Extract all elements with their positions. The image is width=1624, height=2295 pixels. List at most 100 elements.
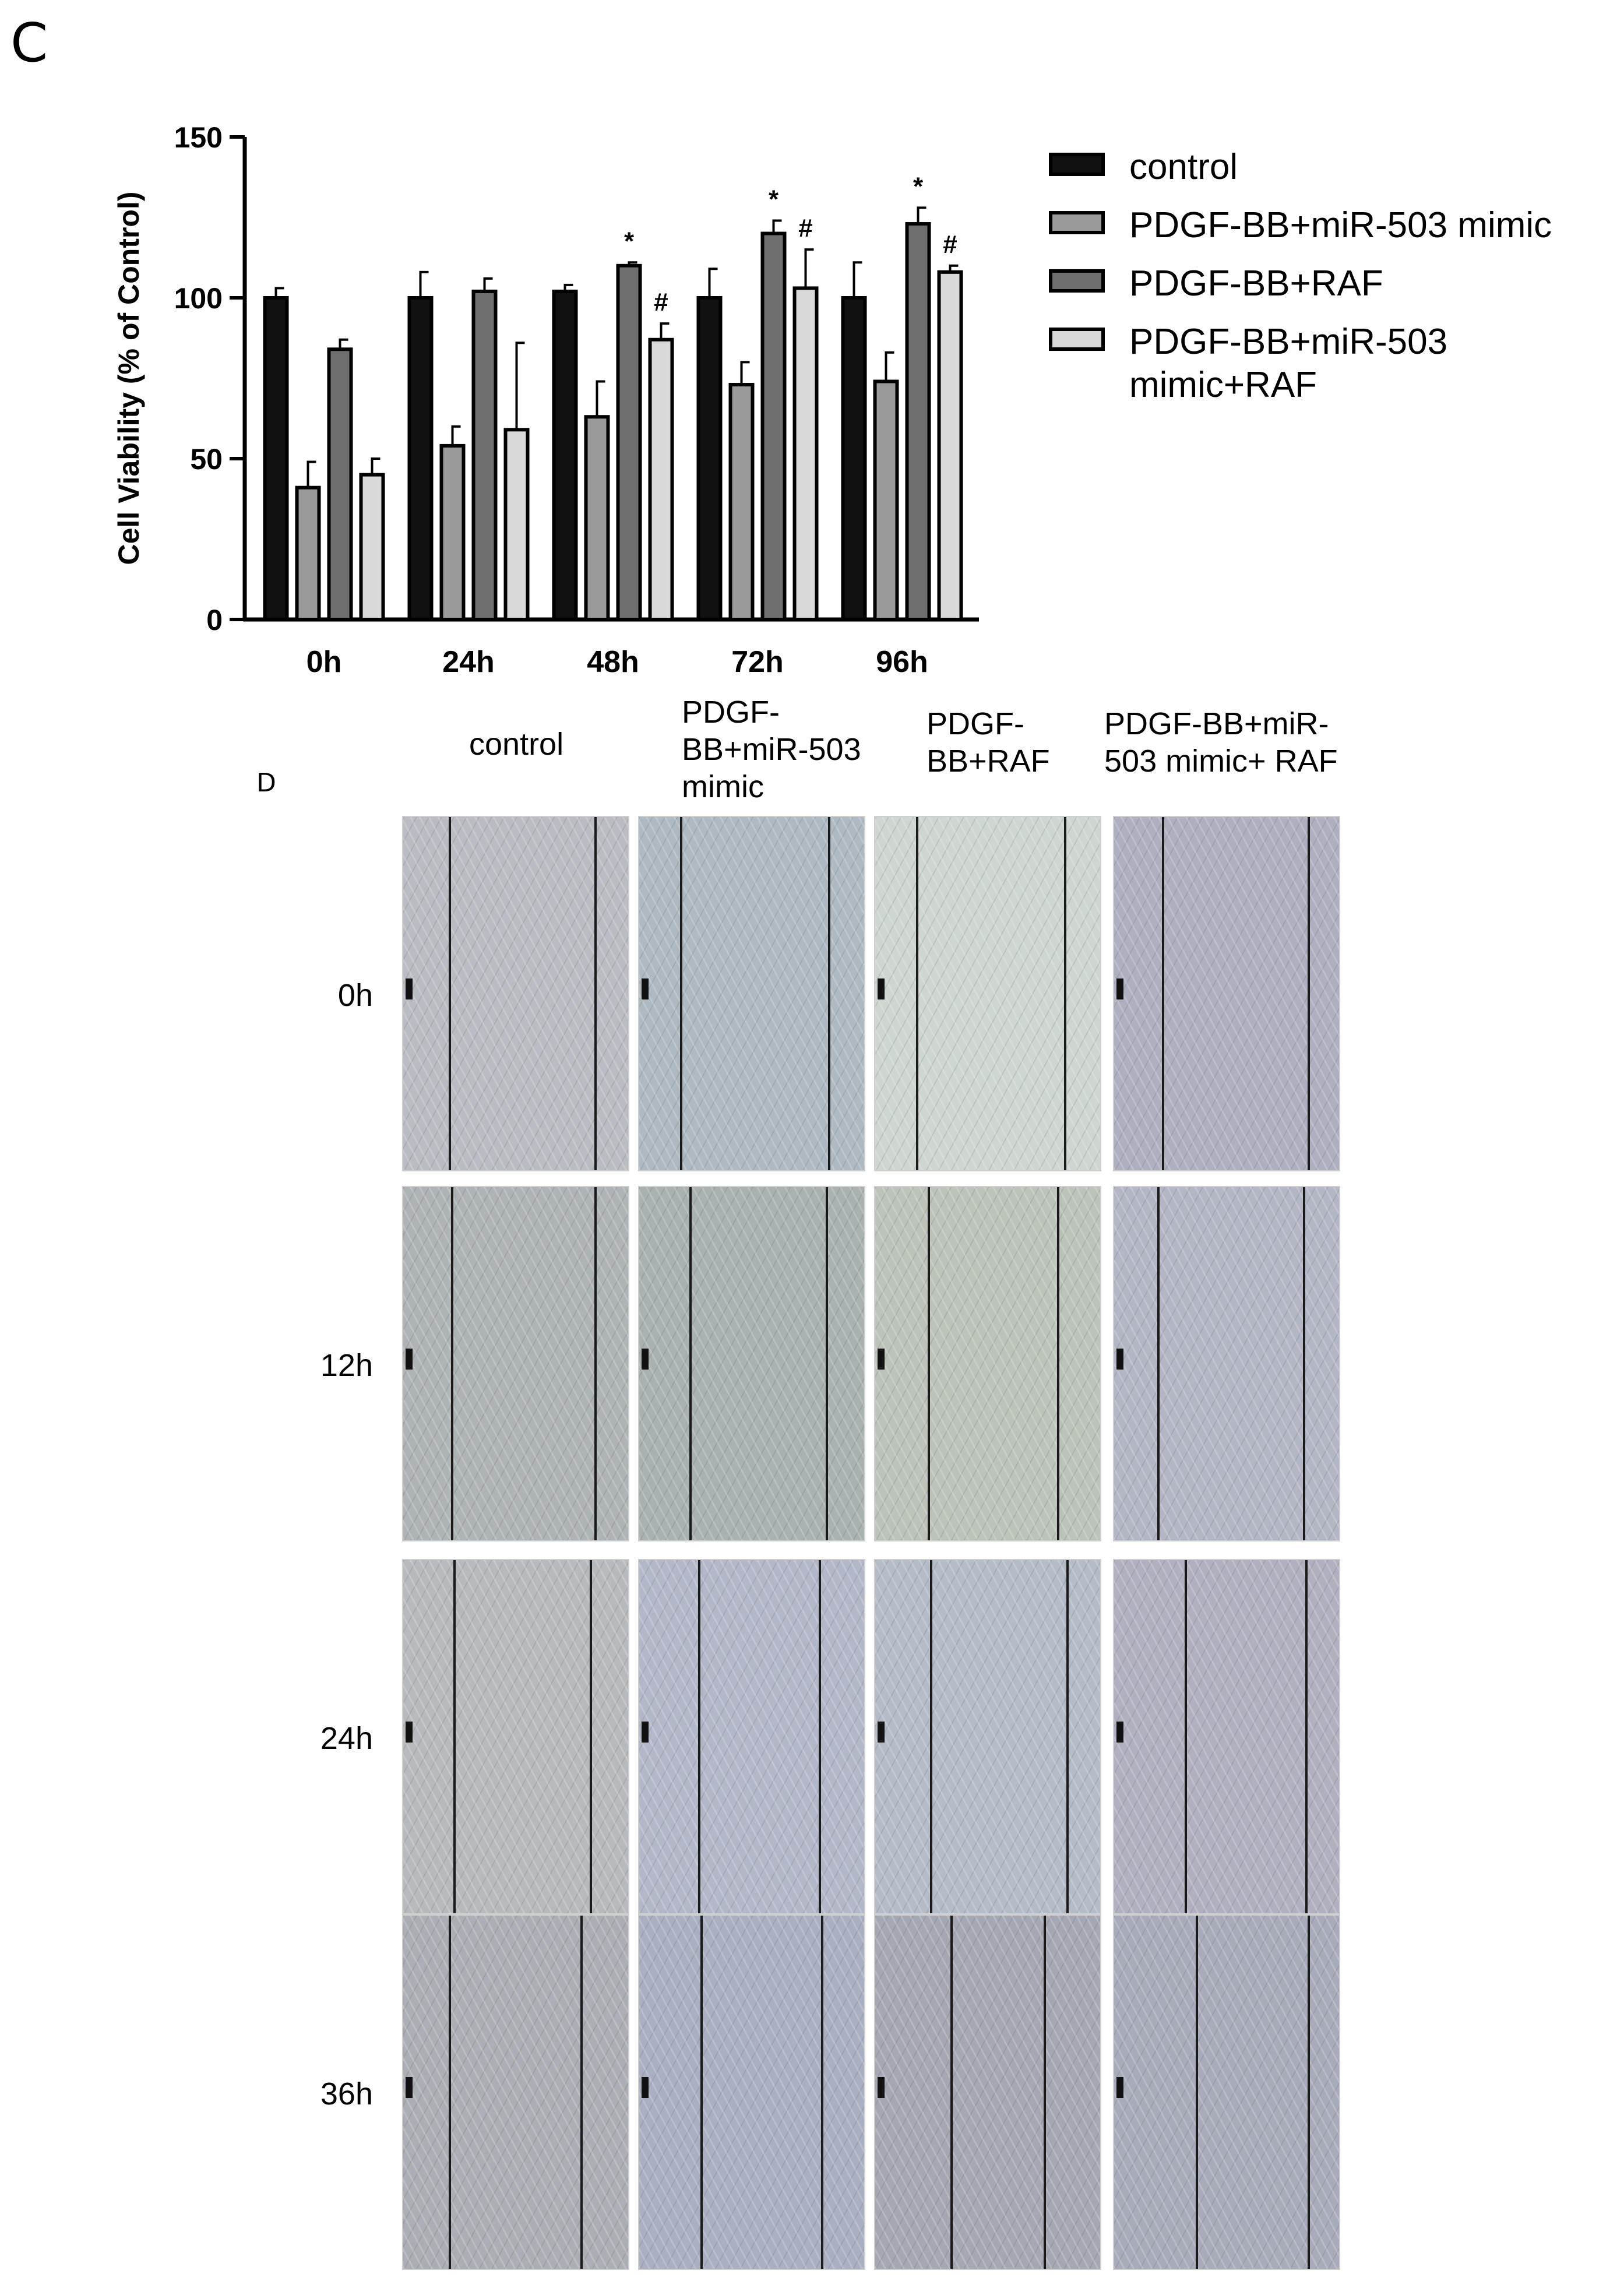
significance-marker: # <box>798 214 812 242</box>
column-header: control <box>469 727 564 762</box>
x-tick-label: 48h <box>587 645 639 679</box>
y-tick-label: 0 <box>206 604 223 636</box>
scratch-assay-image <box>1113 816 1340 1171</box>
scale-mark <box>878 1722 885 1743</box>
wound-edge-line <box>1184 1560 1187 1913</box>
bar <box>760 231 787 622</box>
scratch-assay-image <box>638 1914 865 2270</box>
scale-mark <box>406 1349 413 1370</box>
row-label: 12h <box>320 1348 373 1383</box>
wound-edge-line <box>450 1187 453 1540</box>
column-header: PDGF- BB+miR-503 mimic <box>682 695 861 804</box>
y-tick-label: 150 <box>174 121 223 154</box>
scratch-assay-image <box>402 816 629 1171</box>
scale-mark <box>1116 1722 1123 1743</box>
scale-mark <box>406 1722 413 1743</box>
wound-edge-line <box>821 1916 823 2269</box>
wound-edge-line <box>689 1187 692 1540</box>
scratch-assay-image <box>638 816 865 1171</box>
bar <box>327 347 353 621</box>
legend-item: control <box>1049 146 1620 189</box>
wound-edge-line <box>449 817 451 1170</box>
bar <box>439 443 466 621</box>
legend-item: PDGF-BB+miR-503 mimic <box>1049 204 1620 247</box>
wound-edge-line <box>453 1560 456 1913</box>
scale-mark <box>642 2077 649 2098</box>
legend-label: PDGF-BB+RAF <box>1129 263 1383 304</box>
bar <box>407 296 434 621</box>
bar <box>937 270 963 621</box>
scale-mark <box>878 2077 885 2098</box>
significance-marker: * <box>624 227 635 255</box>
wound-edge-line <box>916 817 919 1170</box>
scratch-assay-image <box>402 1914 629 2270</box>
scratch-assay-image <box>638 1559 865 1914</box>
wound-edge-line <box>698 1560 701 1913</box>
bar-chart: 0 50 100 150 Cell Viability (% of Control) 0h… <box>112 121 979 679</box>
bar <box>905 222 931 622</box>
wound-edge-line <box>1057 1187 1059 1540</box>
y-axis-label: Cell Viability (% of Control) <box>112 192 145 565</box>
scale-mark <box>878 978 885 999</box>
scale-mark <box>642 978 649 999</box>
bar <box>728 383 755 621</box>
bar <box>584 415 610 621</box>
scale-mark <box>1116 1349 1123 1370</box>
wound-edge-line <box>1302 1187 1305 1540</box>
legend-swatch <box>1049 153 1105 176</box>
bar <box>648 337 674 621</box>
wound-edge-line <box>580 1916 583 2269</box>
scale-mark <box>406 978 413 999</box>
bar <box>616 263 642 621</box>
significance-marker: # <box>943 230 957 259</box>
legend-item: PDGF-BB+RAF <box>1049 262 1620 305</box>
wound-edge-line <box>827 817 830 1170</box>
wound-edge-line <box>1043 1916 1046 2269</box>
row-label: 0h <box>337 978 373 1013</box>
bar <box>873 379 899 622</box>
column-header: PDGF- BB+RAF <box>927 706 1050 779</box>
y-tick-label: 100 <box>174 282 223 315</box>
scale-mark <box>642 1349 649 1370</box>
bar <box>263 296 289 621</box>
legend-swatch <box>1049 211 1105 234</box>
wound-edge-line <box>950 1916 953 2269</box>
wound-edge-line <box>589 1560 592 1913</box>
scratch-assay-image <box>1113 1186 1340 1541</box>
x-tick-label: 0h <box>307 645 342 679</box>
x-tick-label: 96h <box>876 645 928 679</box>
scratch-assay-image <box>874 816 1101 1171</box>
bar <box>359 473 385 621</box>
scale-mark <box>642 1722 649 1743</box>
legend-label: PDGF-BB+miR-503 mimic+RAF <box>1129 322 1448 405</box>
wound-edge-line <box>1196 1916 1199 2269</box>
significance-marker: * <box>769 185 779 214</box>
row-label: 36h <box>320 2076 373 2111</box>
wound-edge-line <box>1305 1560 1308 1913</box>
wound-edge-line <box>1161 817 1164 1170</box>
bar <box>552 289 578 621</box>
chart-legend: control PDGF-BB+miR-503 mimic PDGF-BB+RAF P… <box>1049 146 1620 422</box>
wound-edge-line <box>700 1916 703 2269</box>
bar <box>295 485 321 621</box>
wound-edge-line <box>594 1187 597 1540</box>
y-tick-label: 50 <box>190 443 223 476</box>
bar <box>471 289 498 621</box>
significance-marker: # <box>654 288 668 316</box>
scale-mark <box>406 2077 413 2098</box>
scratch-assay-image <box>874 1559 1101 1914</box>
bar <box>503 428 530 621</box>
legend-label: PDGF-BB+miR-503 mimic <box>1129 205 1552 245</box>
wound-edge-line <box>594 817 597 1170</box>
scratch-assay-image <box>1113 1914 1340 2270</box>
x-tick-label: 72h <box>731 645 784 679</box>
wound-edge-line <box>819 1560 822 1913</box>
panel-d-label: D <box>256 768 276 798</box>
scratch-assay-image <box>402 1559 629 1914</box>
wound-edge-line <box>1066 1560 1069 1913</box>
wound-edge-line <box>1307 1916 1310 2269</box>
scale-mark <box>1116 978 1123 999</box>
panel-c-label: C <box>10 12 48 74</box>
scratch-assay-image <box>1113 1559 1340 1914</box>
legend-item: PDGF-BB+miR-503 mimic+RAF <box>1049 321 1620 407</box>
